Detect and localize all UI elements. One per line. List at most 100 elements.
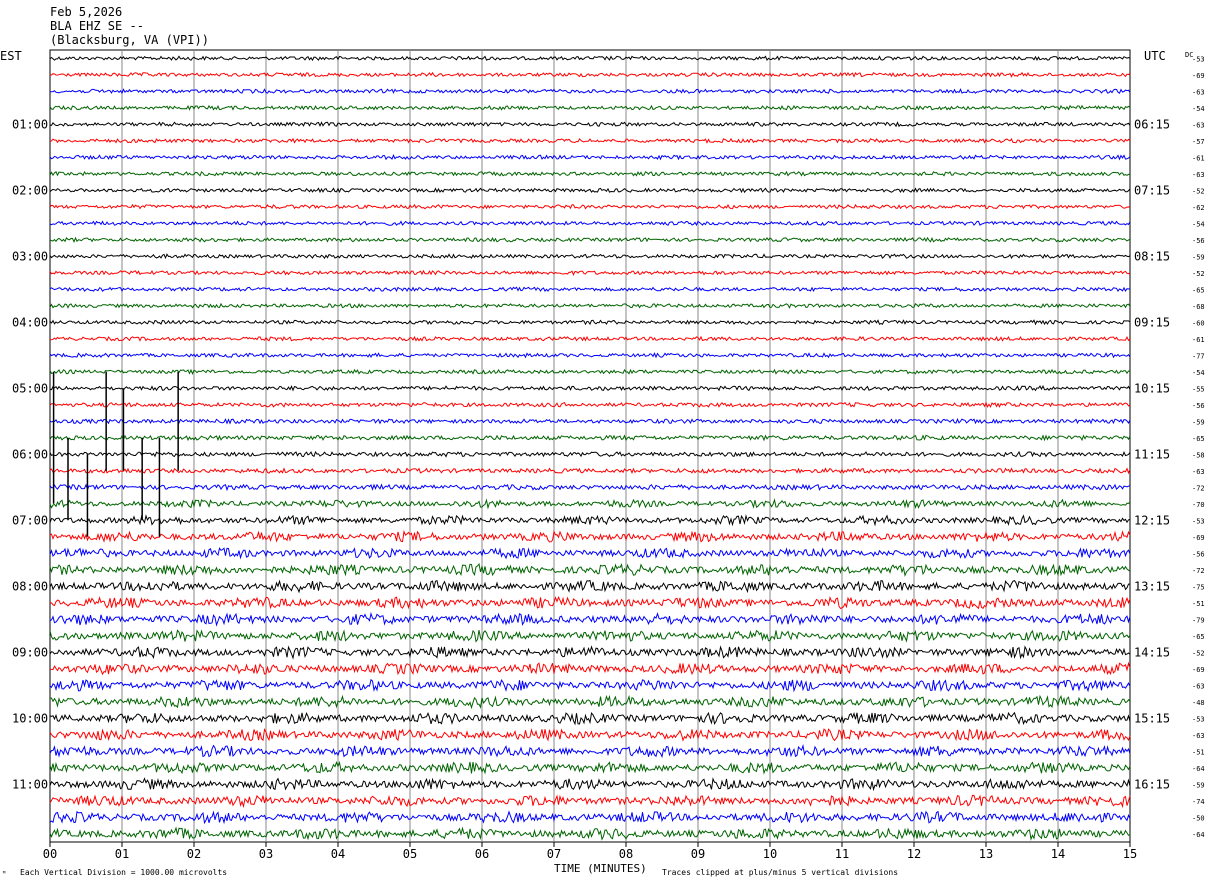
dc-offset-label: -55 [1192,385,1205,393]
left-time-label: 10:00 [12,711,48,725]
trace-row [49,743,1131,759]
left-time-label: 02:00 [12,183,48,197]
left-time-label: 04:00 [12,315,48,329]
left-time-label: 06:00 [12,447,48,461]
trace-row [49,678,1131,693]
dc-offset-label: -56 [1192,550,1205,558]
dc-offset-label: -70 [1192,501,1205,509]
trace-row [49,777,1131,792]
trace-row [49,286,1131,293]
trace-row [49,694,1131,710]
x-tick-label: 06 [475,847,489,861]
trace-row [49,71,1131,78]
station-code: BLA EHZ SE -- [50,19,144,33]
left-timezone-label: EST [0,49,22,63]
dc-offset-label: -56 [1192,402,1205,410]
x-tick-label: 08 [619,847,633,861]
trace-row [49,794,1131,809]
x-tick-label: 14 [1051,847,1065,861]
dc-offset-label: -63 [1192,682,1205,690]
dc-offset-label: -69 [1192,534,1205,542]
dc-offset-label: -65 [1192,286,1205,294]
dc-offset-label: -51 [1192,748,1205,756]
dc-offset-label: -53 [1192,715,1205,723]
dc-offset-label: -59 [1192,781,1205,789]
x-tick-label: 07 [547,847,561,861]
left-time-label: 08:00 [12,579,48,593]
trace-row [49,760,1131,775]
dc-offset-label: -79 [1192,616,1205,624]
x-tick-label: 11 [835,847,849,861]
dc-offset-label: -68 [1192,303,1205,311]
dc-offset-label: -63 [1192,732,1205,740]
dc-offset-label: -53 [1192,517,1205,525]
trace-row [49,826,1131,841]
chart-date: Feb 5,2026 [50,5,123,19]
trace-row [49,611,1131,627]
right-time-label: 14:15 [1134,645,1170,659]
dc-offset-label: -64 [1192,831,1205,839]
trace-row [49,711,1131,726]
trace-row [49,335,1131,342]
scale-note: Each Vertical Division = 1000.00 microvo… [20,868,228,877]
left-time-label: 01:00 [12,117,48,131]
trace-row [49,514,1131,527]
trace-row [49,579,1130,594]
plot-frame [49,49,1131,843]
right-time-label: 07:15 [1134,183,1170,197]
dc-offset-label: -52 [1192,270,1205,278]
dc-offset-label: -52 [1192,187,1205,195]
trace-row [49,55,1131,62]
dc-offset-label: -54 [1192,105,1205,113]
right-time-label: 06:15 [1134,117,1170,131]
dc-offset-label: -69 [1192,72,1205,80]
trace-row [49,450,1131,458]
trace-row [49,547,1131,560]
left-time-label: 05:00 [12,381,48,395]
trace-row [49,401,1131,409]
dc-offset-label: -64 [1192,765,1205,773]
trace-row [49,154,1131,161]
dc-offset-label: -75 [1192,583,1205,591]
right-time-label: 09:15 [1134,315,1170,329]
x-tick-label: 10 [763,847,777,861]
trace-row [49,661,1131,676]
trace-row [49,629,1131,643]
dc-offset-label: -74 [1192,798,1205,806]
trace-row [49,88,1131,95]
dc-offset-label: -63 [1192,121,1205,129]
x-tick-label: 03 [259,847,273,861]
dc-label: DC [1185,51,1193,59]
dc-offset-label: -61 [1192,154,1205,162]
trace-row [49,417,1131,425]
right-time-label: 11:15 [1134,447,1170,461]
trace-row [49,728,1131,742]
trace-row [49,498,1131,510]
right-time-label: 13:15 [1134,579,1170,593]
trace-row [49,121,1131,128]
trace-row [49,187,1131,194]
x-tick-label: 05 [403,847,417,861]
dc-offset-label: -54 [1192,369,1205,377]
trace-row [49,810,1131,825]
trace-row [49,203,1131,210]
trace-row [49,302,1131,309]
trace-row [49,269,1131,276]
dc-offset-label: -62 [1192,204,1205,212]
trace-row [49,137,1131,144]
dc-offset-label: -63 [1192,88,1205,96]
trace-row [49,645,1131,660]
trace-row [49,434,1131,442]
trace-row [49,368,1131,375]
dc-offset-label: -50 [1192,814,1205,822]
dc-offset-label: -53 [1192,55,1205,63]
x-tick-label: 09 [691,847,705,861]
x-tick-label: 01 [115,847,129,861]
x-tick-label: 02 [187,847,201,861]
x-tick-label: 04 [331,847,345,861]
right-timezone-label: UTC [1144,49,1166,63]
trace-row [49,319,1131,326]
left-time-label: 03:00 [12,249,48,263]
dc-offset-label: -57 [1192,138,1205,146]
